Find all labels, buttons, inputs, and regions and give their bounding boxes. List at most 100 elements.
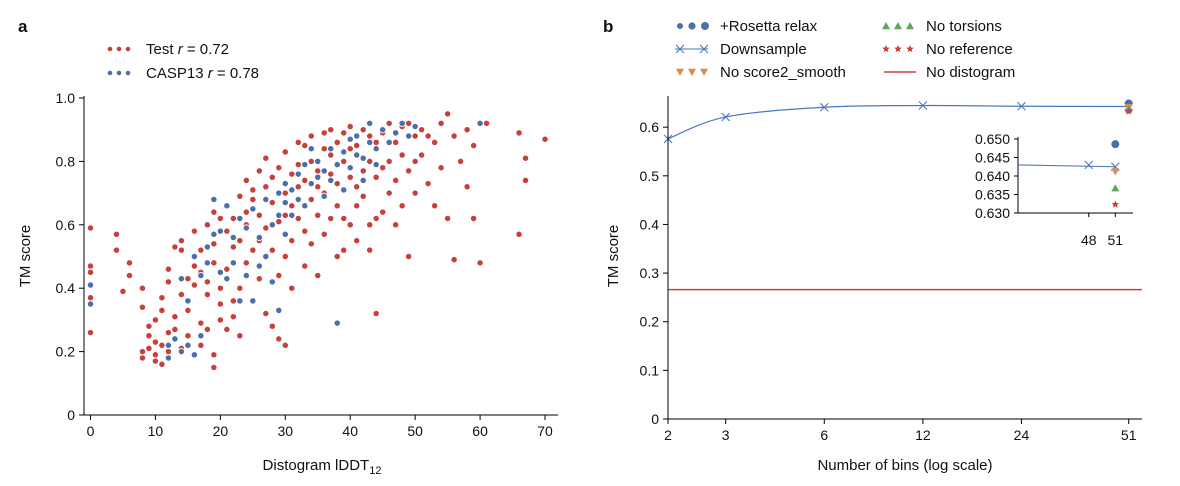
test-point xyxy=(190,281,199,289)
casp13-point xyxy=(333,319,341,327)
test-point xyxy=(242,208,250,216)
panel-b-x-tick-label: 24 xyxy=(1014,427,1030,443)
panel-b-legend: +Rosetta relax Downsample No score2_smoo… xyxy=(675,18,1015,81)
casp13-point xyxy=(223,275,231,283)
test-point xyxy=(320,230,328,238)
test-point xyxy=(268,198,276,207)
casp13-point xyxy=(203,259,212,267)
test-point xyxy=(268,246,276,254)
test-point xyxy=(301,176,309,185)
test-point xyxy=(138,303,147,311)
inset-x-tick-label: 48 xyxy=(1081,232,1097,248)
test-point xyxy=(430,138,439,147)
test-point xyxy=(417,151,426,159)
test-point xyxy=(385,157,393,166)
legend-casp13-markers xyxy=(107,70,131,76)
casp13-point xyxy=(314,157,322,166)
casp13-point xyxy=(301,202,309,210)
test-point xyxy=(450,256,458,264)
test-point xyxy=(353,236,361,245)
test-point xyxy=(359,126,367,134)
inset-y-tick-label: 0.640 xyxy=(975,168,1010,184)
test-point xyxy=(314,211,322,219)
test-point xyxy=(171,313,179,321)
legend-marker xyxy=(699,44,709,54)
casp13-point xyxy=(262,252,270,261)
test-point xyxy=(210,208,218,216)
casp13-point xyxy=(223,202,231,210)
downsample-point xyxy=(721,112,731,122)
test-point xyxy=(255,275,263,283)
test-point xyxy=(411,157,419,166)
test-point xyxy=(469,214,478,223)
panel-b-plot xyxy=(663,99,1142,291)
test-point xyxy=(171,325,179,334)
casp13-point xyxy=(392,129,400,137)
legend-marker xyxy=(882,22,890,30)
test-point xyxy=(327,151,335,159)
test-point xyxy=(288,170,296,178)
test-point xyxy=(353,202,361,210)
test-point xyxy=(288,236,296,245)
test-point xyxy=(366,246,374,254)
test-point xyxy=(236,192,244,200)
panel-b-x-tick-label: 2 xyxy=(664,427,672,443)
test-point xyxy=(145,344,153,353)
test-point xyxy=(216,284,225,292)
legend-no-torsions-markers xyxy=(882,22,914,30)
test-point xyxy=(171,243,179,251)
test-point xyxy=(203,290,212,299)
test-point xyxy=(521,176,530,185)
test-point xyxy=(158,360,166,368)
legend-no-smooth-markers xyxy=(676,68,708,76)
casp13-point xyxy=(307,179,315,188)
legend-marker xyxy=(882,45,890,53)
test-point xyxy=(340,129,348,137)
casp13-point xyxy=(255,262,263,270)
casp13-point xyxy=(288,186,296,194)
legend-marker xyxy=(906,45,914,53)
test-point xyxy=(417,126,426,134)
casp13-point xyxy=(346,135,354,143)
test-point xyxy=(346,173,354,181)
panel-b-label: b xyxy=(603,17,613,36)
casp13-point xyxy=(262,195,270,204)
test-point xyxy=(333,202,341,210)
casp13-point xyxy=(275,306,283,315)
panel-b-y-tick-label: 0.6 xyxy=(640,119,660,135)
legend-marker xyxy=(107,46,113,52)
casp13-point xyxy=(294,195,302,204)
inset-y-tick-label: 0.645 xyxy=(975,150,1010,166)
test-point xyxy=(340,246,348,254)
panel-a-label: a xyxy=(18,17,28,36)
test-point xyxy=(223,227,231,235)
casp13-point xyxy=(288,211,296,219)
test-point xyxy=(190,227,199,235)
test-point xyxy=(314,271,322,280)
casp13-point xyxy=(340,148,348,156)
test-point xyxy=(197,319,205,327)
test-point xyxy=(314,183,322,191)
inset-y-tick-label: 0.635 xyxy=(975,187,1010,203)
test-point xyxy=(301,227,309,235)
test-point xyxy=(177,246,186,254)
test-point xyxy=(262,154,270,162)
test-point xyxy=(164,347,173,356)
test-point xyxy=(138,354,147,362)
test-point xyxy=(210,363,218,372)
test-point xyxy=(340,214,348,223)
panel-a-ylabel: TM score xyxy=(17,225,34,288)
test-point xyxy=(437,164,445,172)
test-point xyxy=(164,278,173,286)
test-point xyxy=(197,341,205,349)
inset-x-tick-label: 51 xyxy=(1108,232,1124,248)
test-point xyxy=(307,195,315,204)
test-point xyxy=(327,126,335,134)
test-point xyxy=(320,145,328,153)
test-point xyxy=(177,236,186,245)
legend-test-markers xyxy=(107,46,131,52)
test-point xyxy=(327,170,335,178)
test-point xyxy=(112,246,121,254)
test-point xyxy=(333,179,341,188)
casp13-point xyxy=(177,275,186,283)
